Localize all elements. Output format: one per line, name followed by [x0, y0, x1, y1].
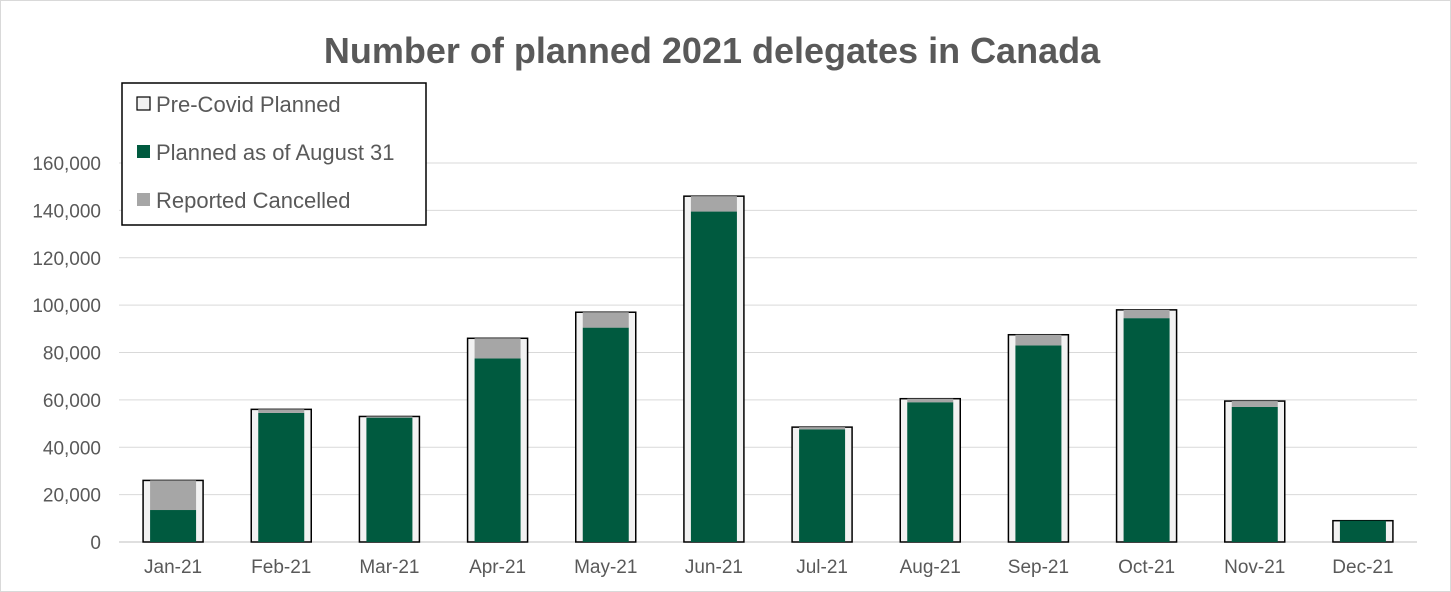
y-tick-label: 0 [90, 533, 101, 554]
bar-planned-as-of-august-31-aug-21 [907, 402, 954, 542]
bar-planned-as-of-august-31-feb-21 [258, 412, 305, 542]
bar-reported-cancelled-nov-21 [1231, 401, 1278, 407]
legend-swatch-reported-cancelled [137, 193, 150, 206]
x-tick-label-jan-21: Jan-21 [144, 557, 202, 578]
bar-reported-cancelled-aug-21 [907, 398, 954, 403]
legend-label-pre-covid-planned: Pre-Covid Planned [156, 92, 341, 117]
bar-reported-cancelled-apr-21 [474, 338, 521, 359]
x-tick-label-oct-21: Oct-21 [1118, 557, 1175, 578]
gridlines [119, 162, 1417, 543]
y-tick-label: 140,000 [32, 201, 101, 222]
bar-planned-as-of-august-31-may-21 [582, 327, 629, 542]
y-tick-label: 80,000 [43, 344, 101, 365]
bar-planned-as-of-august-31-apr-21 [474, 358, 521, 542]
x-tick-label-jun-21: Jun-21 [685, 557, 743, 578]
legend-label-reported-cancelled: Reported Cancelled [156, 188, 350, 213]
y-tick-label: 100,000 [32, 296, 101, 317]
y-tick-label: 40,000 [43, 438, 101, 459]
y-axis-ticks: 0 20,000 40,000 60,000 80,000 100,000 120,000 1… [32, 154, 101, 554]
bar-reported-cancelled-sep-21 [1015, 334, 1062, 346]
x-tick-label-jul-21: Jul-21 [796, 557, 848, 578]
y-tick-label: 20,000 [43, 486, 101, 507]
x-tick-label-sep-21: Sep-21 [1008, 557, 1069, 578]
bar-reported-cancelled-feb-21 [258, 409, 305, 413]
y-tick-label: 160,000 [32, 154, 101, 175]
bar-reported-cancelled-jul-21 [799, 427, 846, 430]
x-tick-label-mar-21: Mar-21 [359, 557, 419, 578]
chart-title: Number of planned 2021 delegates in Cana… [324, 30, 1101, 71]
bar-planned-as-of-august-31-mar-21 [366, 417, 413, 542]
x-tick-label-aug-21: Aug-21 [900, 557, 961, 578]
legend: Pre-Covid Planned Planned as of August 3… [121, 82, 427, 226]
bars [142, 195, 1394, 543]
bar-reported-cancelled-mar-21 [366, 416, 413, 418]
legend-label-planned-as-of-august-31: Planned as of August 31 [156, 140, 395, 165]
x-tick-label-may-21: May-21 [574, 557, 637, 578]
x-tick-label-nov-21: Nov-21 [1224, 557, 1285, 578]
x-tick-label-feb-21: Feb-21 [251, 557, 311, 578]
bar-planned-as-of-august-31-dec-21 [1339, 520, 1386, 542]
x-tick-label-apr-21: Apr-21 [469, 557, 526, 578]
bar-reported-cancelled-oct-21 [1123, 309, 1170, 319]
legend-swatch-planned-as-of-august-31 [137, 145, 150, 158]
y-tick-label: 120,000 [32, 249, 101, 270]
bar-planned-as-of-august-31-jun-21 [690, 211, 737, 542]
x-tick-label-dec-21: Dec-21 [1332, 557, 1393, 578]
bar-planned-as-of-august-31-nov-21 [1231, 406, 1278, 542]
bar-reported-cancelled-jan-21 [150, 480, 197, 511]
bar-planned-as-of-august-31-jan-21 [150, 510, 197, 542]
legend-box [121, 82, 427, 226]
bar-planned-as-of-august-31-oct-21 [1123, 318, 1170, 542]
bar-planned-as-of-august-31-jul-21 [799, 429, 846, 542]
bar-planned-as-of-august-31-sep-21 [1015, 345, 1062, 542]
y-tick-label: 60,000 [43, 391, 101, 412]
x-axis-ticks: Jan-21 Feb-21 Mar-21 Apr-21 May-21 Jun-21 Jul-… [144, 557, 1394, 578]
bar-reported-cancelled-may-21 [582, 312, 629, 328]
legend-swatch-pre-covid-planned [136, 96, 151, 111]
bar-reported-cancelled-jun-21 [690, 196, 737, 212]
